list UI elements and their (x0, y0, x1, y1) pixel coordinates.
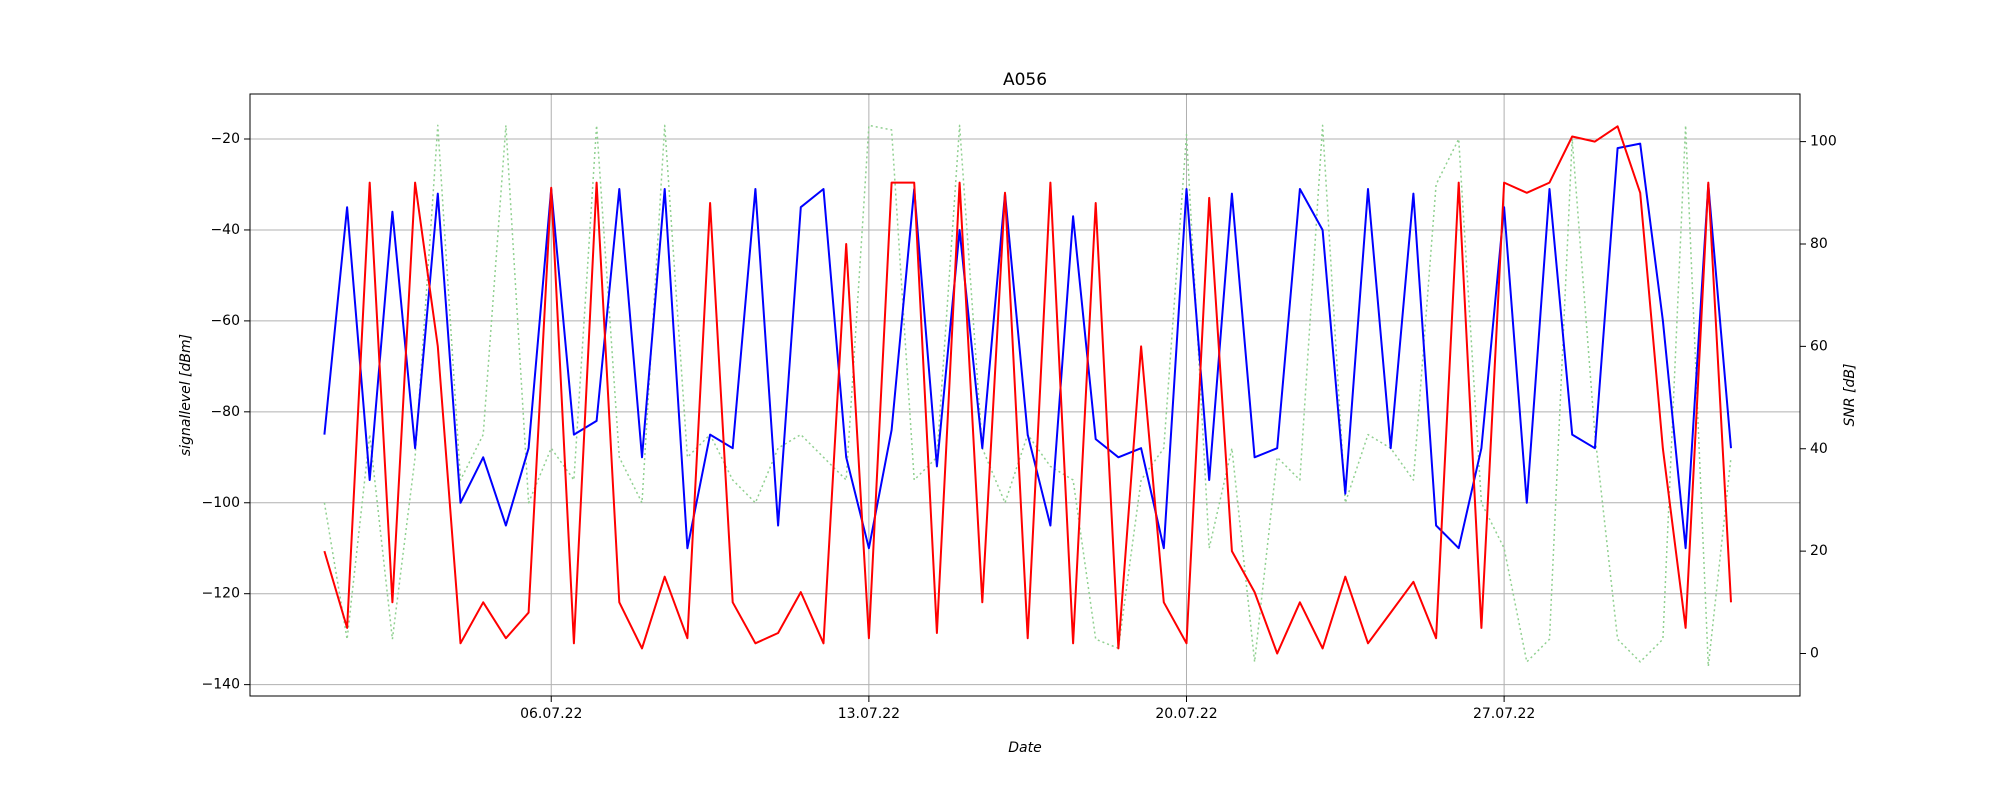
x-tick-label: 06.07.22 (520, 706, 582, 722)
y-tick-label: −80 (210, 404, 240, 420)
y-axis-label: signallevel [dBm] (178, 334, 194, 456)
y-tick-label: −120 (202, 586, 240, 602)
y2-tick-label: 40 (1810, 441, 1828, 457)
y-tick-label: −40 (210, 222, 240, 238)
y-tick-label: −140 (202, 677, 240, 693)
series-line (323, 124, 1732, 668)
y2-tick-label: 80 (1810, 236, 1828, 252)
x-tick-label: 13.07.22 (838, 706, 900, 722)
x-axis-label: Date (1008, 740, 1041, 756)
x-tick-label: 20.07.22 (1155, 706, 1217, 722)
y2-tick-label: 0 (1810, 646, 1819, 662)
y-tick-label: −100 (202, 495, 240, 511)
y-tick-label: −20 (210, 131, 240, 147)
y2-axis-label: SNR [dB] (1842, 364, 1858, 427)
chart-title: A056 (1003, 70, 1047, 90)
series-line (323, 142, 1732, 550)
y2-tick-label: 20 (1810, 543, 1828, 559)
plot-frame (249, 93, 1801, 697)
y2-tick-label: 100 (1810, 134, 1837, 150)
y-tick-label: −60 (210, 313, 240, 329)
series-line (323, 125, 1732, 655)
x-tick-label: 27.07.22 (1473, 706, 1535, 722)
y2-tick-label: 60 (1810, 338, 1828, 354)
